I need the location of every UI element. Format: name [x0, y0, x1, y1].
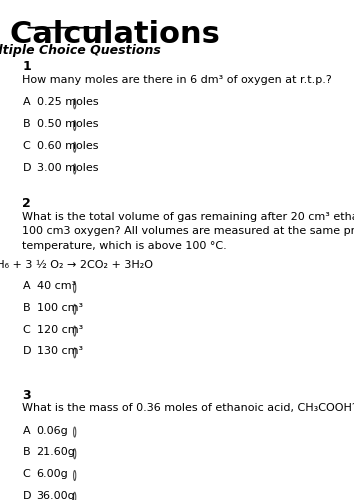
Text: B: B	[22, 303, 30, 313]
Text: 40 cm³: 40 cm³	[36, 282, 76, 292]
Text: What is the total volume of gas remaining after 20 cm³ ethane are burned complet: What is the total volume of gas remainin…	[22, 212, 354, 222]
Text: D: D	[22, 162, 31, 172]
Text: How many moles are there in 6 dm³ of oxygen at r.t.p.?: How many moles are there in 6 dm³ of oxy…	[22, 75, 332, 85]
Text: 3: 3	[22, 388, 31, 402]
Text: B: B	[22, 119, 30, 129]
Text: C: C	[22, 141, 30, 151]
Text: 100 cm³: 100 cm³	[36, 303, 82, 313]
Text: B: B	[22, 448, 30, 458]
Text: A: A	[22, 282, 30, 292]
Text: Mole Calculations: Mole Calculations	[0, 20, 220, 48]
Text: 120 cm³: 120 cm³	[36, 324, 83, 334]
Text: 3.00 moles: 3.00 moles	[36, 162, 98, 172]
Text: temperature, which is above 100 °C.: temperature, which is above 100 °C.	[22, 240, 227, 250]
Text: 100 cm3 oxygen? All volumes are measured at the same pressure and the same: 100 cm3 oxygen? All volumes are measured…	[22, 226, 354, 236]
Text: 6.00g: 6.00g	[36, 469, 68, 479]
Text: Multiple Choice Questions: Multiple Choice Questions	[0, 44, 161, 57]
Text: 2: 2	[22, 197, 31, 210]
Text: 130 cm³: 130 cm³	[36, 346, 82, 356]
Text: 36.00g: 36.00g	[36, 491, 75, 500]
Text: A: A	[22, 98, 30, 108]
Text: D: D	[22, 346, 31, 356]
Text: 0.50 moles: 0.50 moles	[36, 119, 98, 129]
Text: 0.25 moles: 0.25 moles	[36, 98, 98, 108]
Text: What is the mass of 0.36 moles of ethanoic acid, CH₃COOH?: What is the mass of 0.36 moles of ethano…	[22, 403, 354, 413]
Text: 0.60 moles: 0.60 moles	[36, 141, 98, 151]
Text: A: A	[22, 426, 30, 436]
Text: C: C	[22, 324, 30, 334]
Text: D: D	[22, 491, 31, 500]
Text: C: C	[22, 469, 30, 479]
Text: 1: 1	[22, 60, 31, 74]
Text: 21.60g: 21.60g	[36, 448, 75, 458]
Text: 0.06g: 0.06g	[36, 426, 68, 436]
Text: C₂H₆ + 3 ½ O₂ → 2CO₂ + 3H₂O: C₂H₆ + 3 ½ O₂ → 2CO₂ + 3H₂O	[0, 260, 153, 270]
